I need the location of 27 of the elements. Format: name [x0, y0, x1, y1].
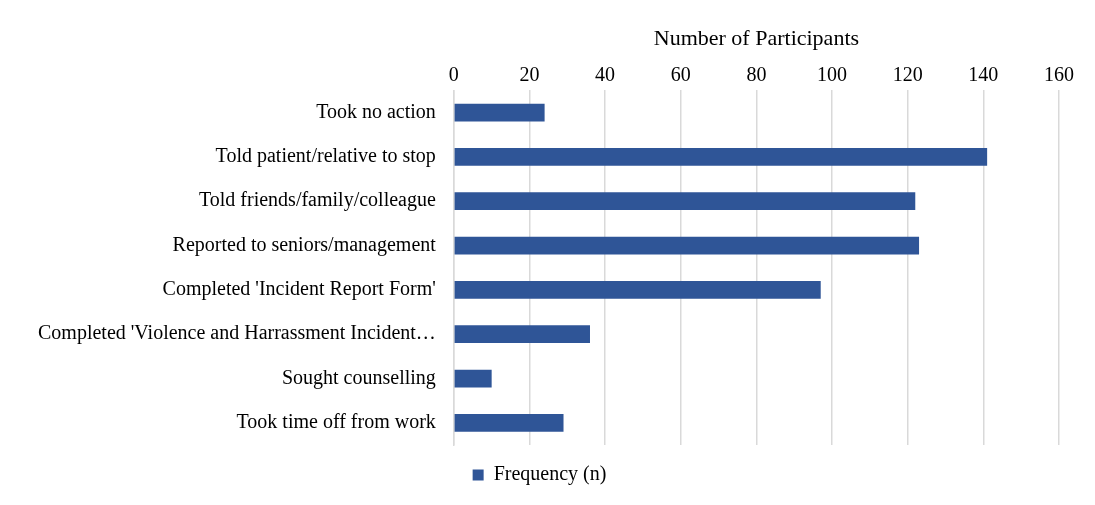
x-tick-label: 40: [595, 62, 616, 85]
y-tick-label: Completed 'Incident Report Form': [162, 277, 436, 301]
x-axis-title: Number of Participants: [653, 24, 860, 50]
x-tick-label: 140: [968, 62, 999, 85]
x-tick-label: 60: [670, 62, 691, 85]
y-tick-label: Told friends/family/colleague: [198, 188, 436, 212]
x-tick-label: 20: [519, 62, 540, 85]
y-tick-label: Sought counselling: [281, 365, 436, 389]
bar: [454, 413, 564, 432]
y-tick-label: Completed 'Violence and Harrassment Incident…: [37, 321, 436, 345]
bar: [454, 236, 920, 255]
bar: [454, 325, 590, 344]
y-tick-label: Told patient/relative to stop: [215, 144, 436, 168]
x-tick-label: 160: [1044, 62, 1074, 85]
y-tick-label: Took time off from work: [236, 410, 436, 433]
y-tick-label: Took no action: [316, 99, 436, 122]
bar: [454, 369, 492, 388]
legend-label: Frequency (n): [493, 462, 607, 486]
bar: [454, 281, 821, 299]
y-tick-label: Reported to seniors/management: [172, 232, 437, 256]
bar: [454, 103, 545, 122]
bar: [454, 192, 916, 211]
x-tick-label: 0: [448, 62, 459, 85]
x-tick-label: 100: [817, 62, 848, 85]
bar: [454, 148, 988, 166]
x-tick-label: 120: [892, 62, 923, 85]
x-tick-label: 80: [746, 62, 767, 85]
